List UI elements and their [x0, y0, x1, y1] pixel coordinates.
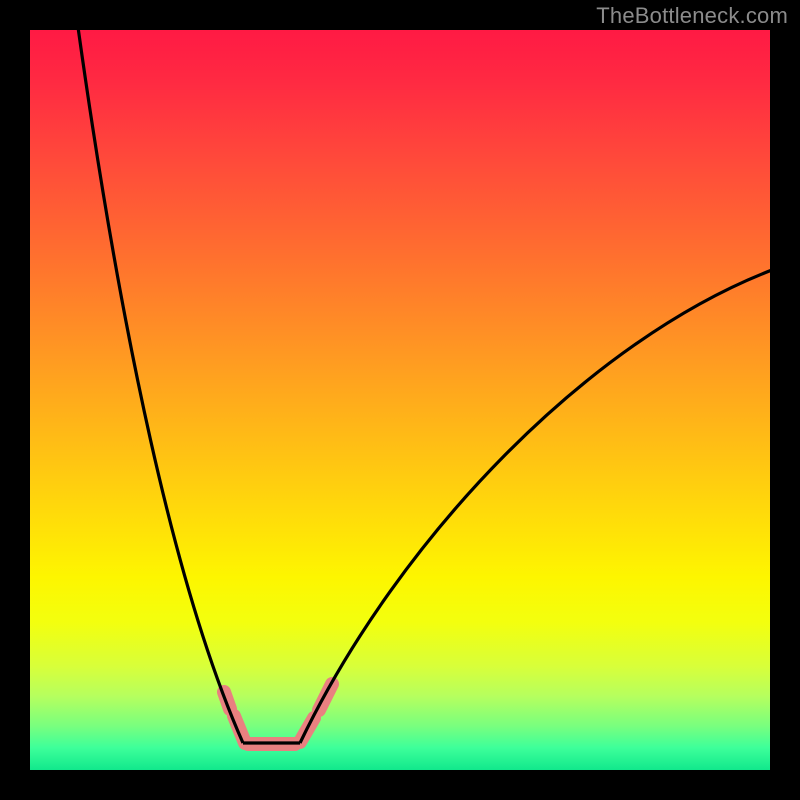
curve-left: [77, 30, 243, 743]
chart-curves: [30, 30, 770, 770]
watermark-text: TheBottleneck.com: [596, 3, 788, 29]
chart-plot-area: [30, 30, 770, 770]
curve-right: [300, 270, 770, 743]
